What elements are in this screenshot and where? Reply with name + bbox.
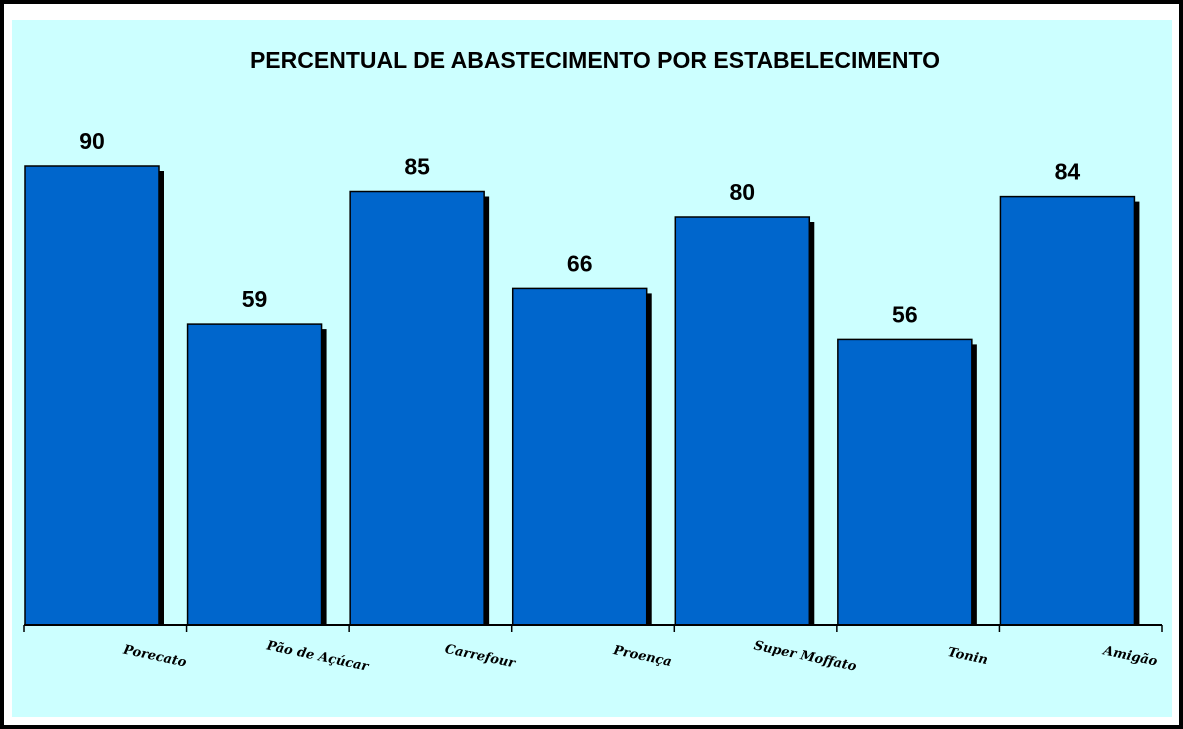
data-label: 85 bbox=[404, 154, 430, 180]
bar bbox=[24, 165, 160, 626]
bar bbox=[837, 338, 973, 626]
bar bbox=[186, 323, 323, 626]
bars-layer: 90 59 85 66 80 56 84 bbox=[24, 128, 1140, 626]
data-label: 59 bbox=[242, 286, 268, 312]
data-label: 80 bbox=[729, 179, 755, 205]
bar bbox=[511, 287, 648, 626]
data-label: 56 bbox=[892, 301, 918, 327]
bar bbox=[349, 190, 485, 626]
data-label: 84 bbox=[1055, 159, 1081, 185]
x-axis-ticks bbox=[23, 625, 1163, 632]
data-label: 66 bbox=[567, 250, 593, 276]
bar bbox=[674, 216, 811, 626]
bar bbox=[999, 195, 1136, 626]
data-label: 90 bbox=[79, 128, 105, 154]
chart-title: PERCENTUAL DE ABASTECIMENTO POR ESTABELE… bbox=[250, 47, 940, 73]
